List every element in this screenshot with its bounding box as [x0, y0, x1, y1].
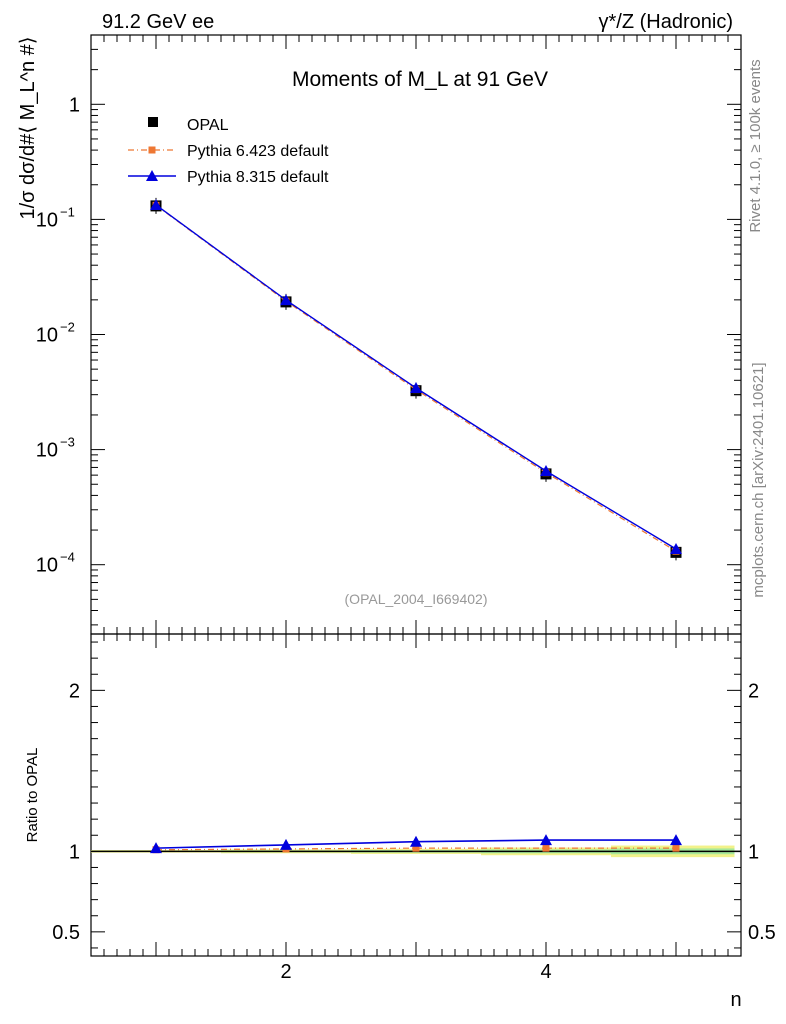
ratio-y-tick-label: 1 [69, 841, 80, 863]
y-tick-label: 10 [36, 555, 58, 577]
main-series [150, 197, 682, 561]
legend-opal-label: OPAL [187, 117, 229, 134]
mcplots-label: mcplots.cern.ch [arXiv:2401.10621] [750, 362, 767, 597]
ratio-point-pythia6 [542, 844, 550, 852]
header-right: γ*/Z (Hadronic) [599, 11, 733, 33]
ratio-y-tick-label-right: 0.5 [748, 922, 776, 944]
analysis-tag: (OPAL_2004_I669402) [345, 591, 488, 607]
point-pythia8 [150, 198, 162, 210]
ratio-y-tick-label: 2 [69, 680, 80, 702]
ratio-y-axis-label: Ratio to OPAL [24, 748, 41, 843]
ratio-point-pythia8 [670, 834, 682, 846]
chart-title: Moments of M_L at 91 GeV [292, 68, 548, 91]
x-axis-label: n [730, 989, 741, 1011]
ratio-point-pythia6 [672, 844, 680, 852]
axis-ticks [91, 34, 742, 956]
y-tick-exponent: −2 [60, 320, 75, 335]
point-pythia8 [280, 294, 292, 306]
legend-opal-marker [148, 117, 158, 127]
ratio-point-pythia6 [412, 844, 420, 852]
point-pythia8 [410, 381, 422, 393]
ratio-y-tick-label-right: 1 [748, 841, 759, 863]
y-tick-exponent: −1 [60, 204, 75, 219]
ratio-point-pythia8 [540, 834, 552, 846]
y-tick-label: 1 [69, 94, 80, 116]
ratio-y-tick-label-right: 2 [748, 680, 759, 702]
ratio-series [150, 834, 682, 854]
y-tick-label: 10 [36, 325, 58, 347]
y-tick-exponent: −3 [60, 435, 75, 450]
ratio-y-tick-label: 0.5 [52, 922, 80, 944]
y-tick-exponent: −4 [60, 550, 75, 565]
y-axis-label: 1/σ dσ/d#⟨ M_L^n #⟩ [17, 36, 39, 219]
legend-pythia8-label: Pythia 8.315 default [187, 169, 329, 186]
legend: OPAL Pythia 6.423 default Pythia 8.315 d… [128, 117, 329, 186]
ratio-point-pythia8 [280, 838, 292, 850]
y-tick-label: 10 [36, 440, 58, 462]
header-left: 91.2 GeV ee [102, 11, 214, 33]
rivet-label: Rivet 4.1.0, ≥ 100k events [747, 59, 764, 232]
point-pythia8 [670, 542, 682, 554]
line-pythia8 [155, 204, 677, 550]
x-tick-label: 2 [280, 961, 291, 983]
x-tick-label: 4 [540, 961, 551, 983]
tick-labels: 2 410−410−310−210 −110.5 0.51 12 2 [36, 94, 776, 983]
legend-pythia6-marker [148, 146, 156, 154]
legend-pythia6-label: Pythia 6.423 default [187, 143, 329, 160]
point-pythia8 [540, 464, 552, 476]
legend-pythia8-marker [146, 170, 158, 181]
line-pythia6 [155, 204, 677, 552]
ratio-point-pythia8 [410, 835, 422, 847]
ratio-panel-frame [90, 633, 742, 957]
y-tick-label: 10 [36, 209, 58, 231]
ratio-point-pythia8 [150, 842, 162, 854]
